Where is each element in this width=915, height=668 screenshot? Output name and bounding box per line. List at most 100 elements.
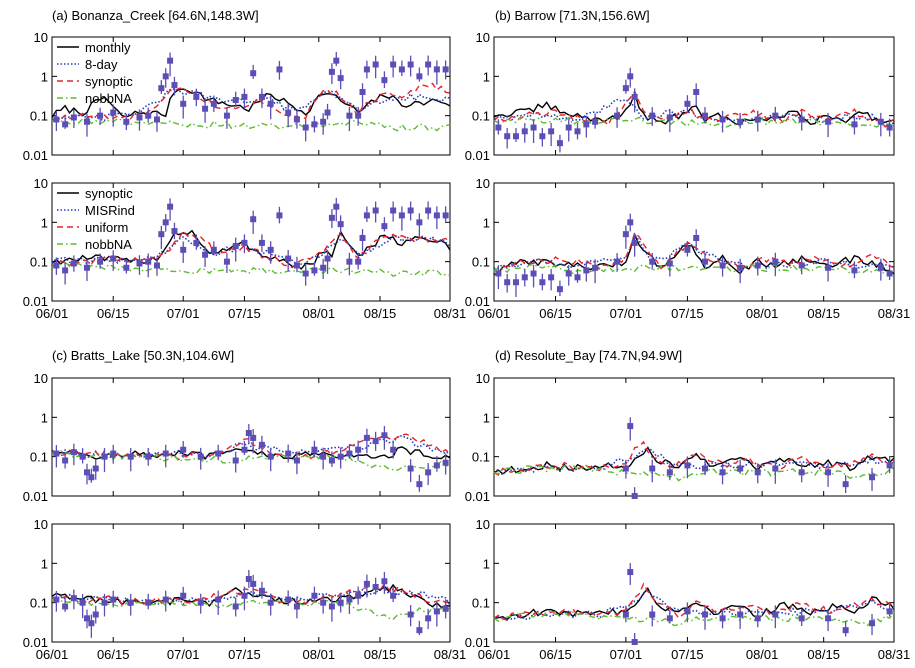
observed-point xyxy=(346,112,353,119)
observed-point xyxy=(442,66,449,73)
y-tick-label: 1 xyxy=(41,556,48,571)
legend-label-nobbNA: nobbNA xyxy=(85,237,132,252)
observed-point xyxy=(162,450,169,457)
observed-point xyxy=(145,599,152,606)
series-line-synoptic xyxy=(51,583,451,609)
observed-point xyxy=(627,423,634,430)
x-tick-label: 07/15 xyxy=(671,647,704,662)
observed-point xyxy=(197,453,204,460)
y-tick-label: 1 xyxy=(41,215,48,230)
observed-point xyxy=(754,262,761,269)
observed-point xyxy=(267,246,274,253)
observed-point xyxy=(97,112,104,119)
observed-point xyxy=(512,133,519,140)
observed-point xyxy=(79,453,86,460)
x-tick-label: 06/01 xyxy=(478,647,511,662)
series-line-uniform xyxy=(51,582,451,607)
observed-point xyxy=(433,608,440,615)
series-line-monthly xyxy=(493,446,895,475)
series-line-8-day xyxy=(493,98,895,125)
y-tick-label: 0.1 xyxy=(30,450,48,465)
observed-point xyxy=(495,124,502,131)
observed-point xyxy=(521,274,528,281)
observed-point xyxy=(245,575,252,582)
observed-point xyxy=(363,66,370,73)
y-tick-label: 0.1 xyxy=(30,255,48,270)
observed-point xyxy=(825,118,832,125)
series-line-synoptic xyxy=(493,440,895,476)
observed-point xyxy=(355,446,362,453)
observed-point xyxy=(311,446,318,453)
observed-point xyxy=(127,599,134,606)
observed-point xyxy=(276,212,283,219)
observed-point xyxy=(842,481,849,488)
observed-point xyxy=(337,75,344,82)
observed-point xyxy=(886,462,893,469)
observed-point xyxy=(250,434,257,441)
observed-point xyxy=(83,264,90,271)
observed-point xyxy=(250,70,257,77)
observed-point xyxy=(162,219,169,226)
x-tick-label: 08/15 xyxy=(364,306,397,321)
series-line-nobbNA xyxy=(493,263,895,275)
observed-point xyxy=(167,203,174,210)
observed-point xyxy=(877,264,884,271)
observed-point xyxy=(684,100,691,107)
observed-point xyxy=(83,469,90,476)
x-tick-label: 07/01 xyxy=(167,306,200,321)
observed-point xyxy=(772,611,779,618)
observed-point xyxy=(92,465,99,472)
observed-point xyxy=(556,286,563,293)
observed-point xyxy=(328,68,335,75)
observed-point xyxy=(504,279,511,286)
panel-d-title: (d) Resolute_Bay [74.7N,94.9W] xyxy=(495,348,682,363)
observed-point xyxy=(97,258,104,265)
observed-point xyxy=(215,450,222,457)
observed-point xyxy=(737,465,744,472)
observed-point xyxy=(719,262,726,269)
observed-point xyxy=(53,596,60,603)
plot-frame xyxy=(51,523,451,643)
x-tick-label: 08/01 xyxy=(303,647,336,662)
observed-point xyxy=(162,596,169,603)
observed-point xyxy=(70,449,77,456)
y-tick-label: 10 xyxy=(34,371,48,386)
observed-point xyxy=(328,603,335,610)
observed-point xyxy=(83,118,90,125)
x-tick-label: 08/01 xyxy=(746,306,779,321)
observed-point xyxy=(825,615,832,622)
observed-point xyxy=(842,627,849,634)
y-tick-label: 0.01 xyxy=(465,148,490,163)
observed-point xyxy=(693,88,700,95)
series-line-8-day xyxy=(51,88,451,122)
observed-point xyxy=(737,264,744,271)
y-tick-label: 1 xyxy=(41,69,48,84)
observed-point xyxy=(153,262,160,269)
observed-point xyxy=(363,434,370,441)
observed-point xyxy=(825,469,832,476)
observed-point xyxy=(737,611,744,618)
observed-point xyxy=(355,112,362,119)
y-tick-label: 10 xyxy=(476,30,490,45)
observed-point xyxy=(495,270,502,277)
observed-point xyxy=(167,57,174,64)
x-tick-label: 08/31 xyxy=(878,647,911,662)
y-tick-label: 0.1 xyxy=(472,596,490,611)
observed-point xyxy=(324,255,331,262)
y-tick-label: 0.01 xyxy=(465,635,490,650)
observed-point xyxy=(241,93,248,100)
observed-point xyxy=(92,611,99,618)
observed-point xyxy=(398,66,405,73)
observed-point xyxy=(346,596,353,603)
observed-point xyxy=(416,73,423,80)
legend-label-8-day: 8-day xyxy=(85,57,118,72)
observed-point xyxy=(548,128,555,135)
y-tick-label: 0.1 xyxy=(472,450,490,465)
observed-point xyxy=(583,267,590,274)
observed-point xyxy=(798,116,805,123)
observed-point xyxy=(851,121,858,128)
observed-point xyxy=(521,128,528,135)
observed-point xyxy=(442,212,449,219)
